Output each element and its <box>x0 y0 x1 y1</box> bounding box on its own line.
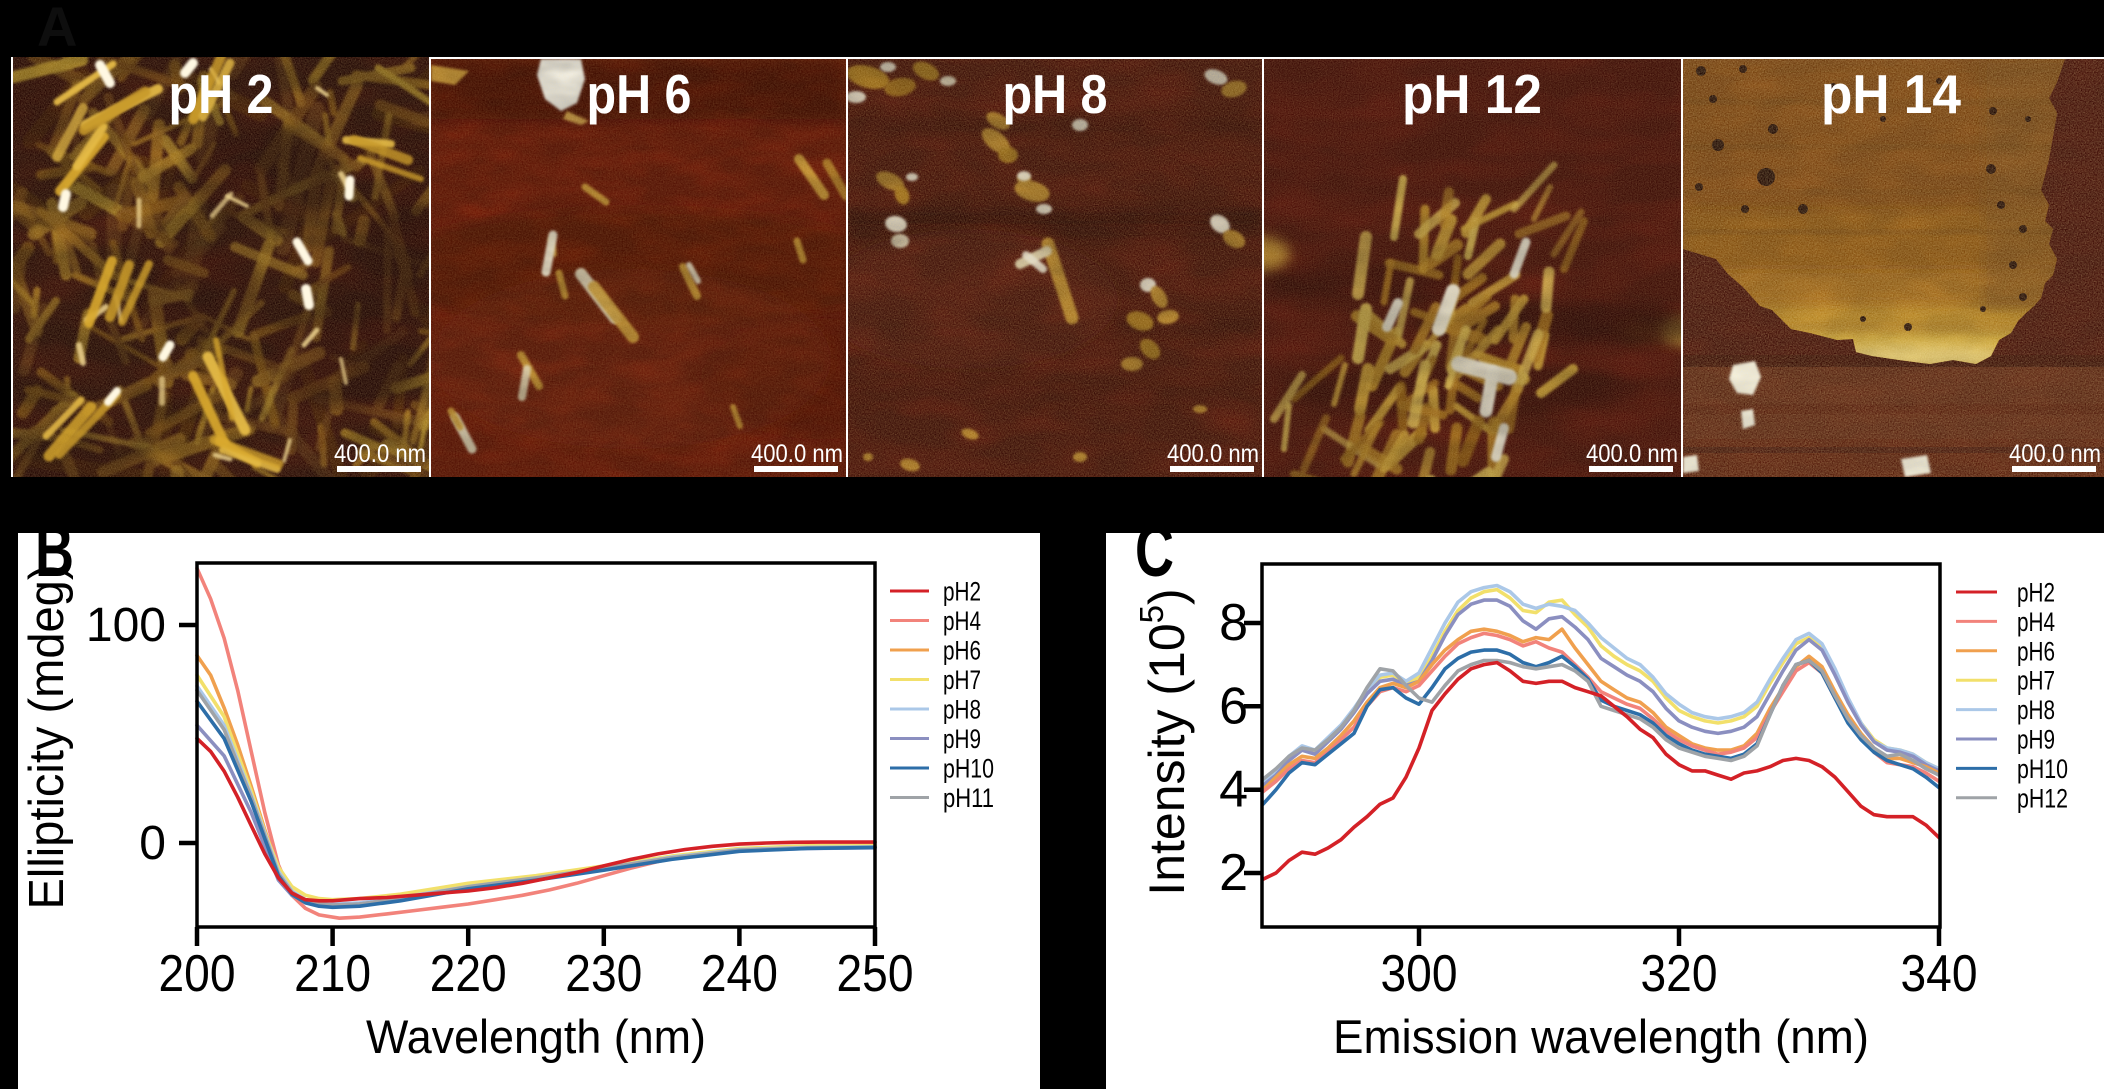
svg-text:4: 4 <box>1219 761 1248 819</box>
svg-text:400.0 nm: 400.0 nm <box>1586 440 1678 468</box>
svg-text:6: 6 <box>1219 677 1248 735</box>
svg-text:8: 8 <box>1219 594 1248 652</box>
svg-text:Intensity (105): Intensity (105) <box>1133 588 1195 895</box>
svg-text:240: 240 <box>701 945 778 1003</box>
svg-text:pH 6: pH 6 <box>587 63 692 125</box>
svg-text:pH8: pH8 <box>2017 695 2055 725</box>
svg-text:pH10: pH10 <box>943 754 994 784</box>
svg-text:pH4: pH4 <box>2017 607 2055 637</box>
svg-text:pH12: pH12 <box>2017 783 2068 813</box>
svg-text:Wavelength (nm): Wavelength (nm) <box>366 1010 706 1063</box>
svg-text:100: 100 <box>86 599 166 652</box>
svg-text:pH8: pH8 <box>943 695 981 725</box>
svg-text:pH2: pH2 <box>2017 578 2055 608</box>
svg-text:2: 2 <box>1219 844 1248 902</box>
svg-text:Ellipticity (mdeg): Ellipticity (mdeg) <box>20 565 74 910</box>
svg-text:340: 340 <box>1901 945 1978 1003</box>
svg-text:pH9: pH9 <box>943 724 981 754</box>
svg-text:300: 300 <box>1381 945 1458 1003</box>
svg-text:pH2: pH2 <box>943 577 981 607</box>
svg-text:pH11: pH11 <box>943 783 994 813</box>
svg-text:pH10: pH10 <box>2017 754 2068 784</box>
svg-text:250: 250 <box>837 945 914 1003</box>
svg-text:400.0 nm: 400.0 nm <box>751 440 843 468</box>
svg-text:220: 220 <box>430 945 507 1003</box>
svg-text:pH 14: pH 14 <box>1821 63 1961 125</box>
svg-text:400.0 nm: 400.0 nm <box>1167 440 1259 468</box>
svg-text:400.0 nm: 400.0 nm <box>334 440 426 468</box>
svg-text:pH7: pH7 <box>943 665 981 695</box>
svg-text:400.0 nm: 400.0 nm <box>2009 440 2101 468</box>
svg-text:320: 320 <box>1641 945 1718 1003</box>
svg-text:210: 210 <box>294 945 371 1003</box>
svg-text:pH 8: pH 8 <box>1003 63 1108 125</box>
svg-text:pH4: pH4 <box>943 606 981 636</box>
svg-text:200: 200 <box>159 945 236 1003</box>
svg-text:0: 0 <box>139 817 166 870</box>
svg-text:230: 230 <box>565 945 642 1003</box>
svg-text:pH6: pH6 <box>2017 636 2055 666</box>
svg-text:pH6: pH6 <box>943 636 981 666</box>
svg-text:pH9: pH9 <box>2017 725 2055 755</box>
svg-text:pH 12: pH 12 <box>1402 63 1542 125</box>
svg-text:pH 2: pH 2 <box>169 63 274 125</box>
svg-text:pH7: pH7 <box>2017 666 2055 696</box>
svg-text:Emission wavelength (nm): Emission wavelength (nm) <box>1333 1010 1869 1063</box>
